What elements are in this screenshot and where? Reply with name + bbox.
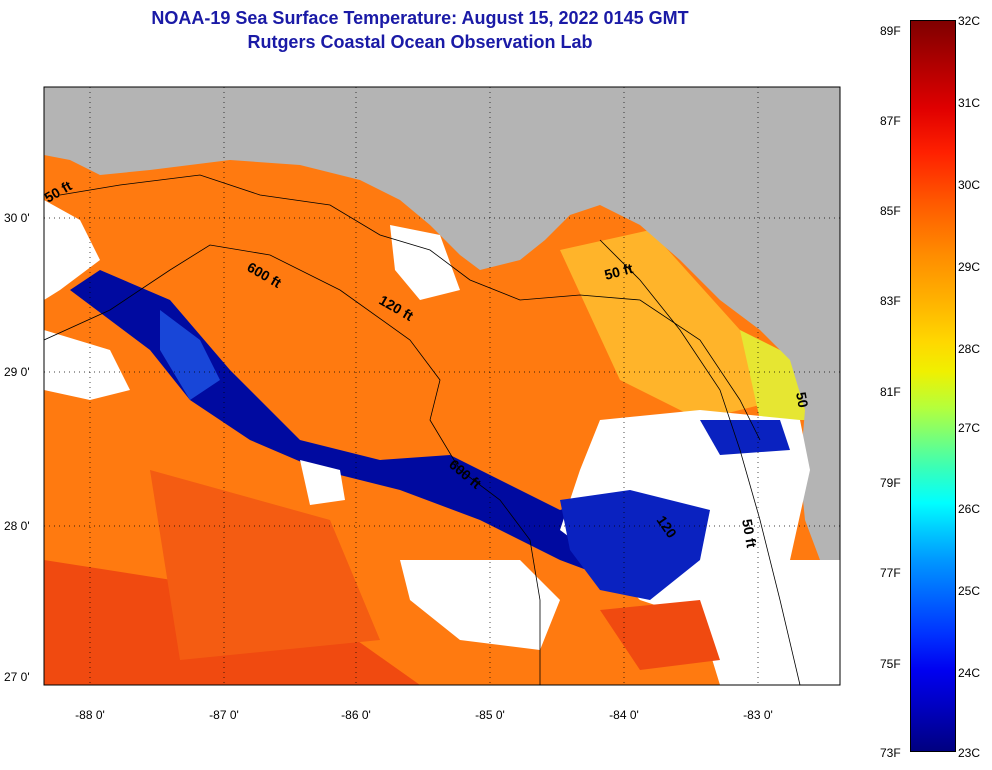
contour-label: 50 bbox=[793, 391, 811, 409]
cold-water-band bbox=[70, 270, 700, 590]
land-area bbox=[44, 87, 840, 560]
contour-50ft bbox=[599, 239, 801, 685]
cool-water-patch bbox=[560, 230, 780, 420]
longitude-label: -87 0' bbox=[209, 708, 239, 722]
cloud-mask bbox=[400, 560, 560, 650]
cloud-mask bbox=[44, 330, 130, 400]
map-title: NOAA-19 Sea Surface Temperature: August … bbox=[151, 8, 689, 28]
colorbar-fahrenheit-label: 75F bbox=[880, 657, 901, 671]
colorbar-fahrenheit-label: 89F bbox=[880, 24, 901, 38]
warm-water-patch bbox=[150, 470, 380, 660]
colorbar-celsius-label: 30C bbox=[958, 178, 981, 192]
contour-label: 50 ft bbox=[603, 260, 635, 283]
colorbar-celsius-label: 28C bbox=[958, 342, 981, 356]
nearshore-water bbox=[740, 330, 810, 420]
colorbar-fahrenheit-label: 73F bbox=[880, 746, 901, 760]
latitude-label: 29 0' bbox=[4, 365, 30, 379]
contour-120ft bbox=[59, 174, 761, 441]
colorbar-fahrenheit-label: 85F bbox=[880, 204, 901, 218]
colorbar-celsius-label: 29C bbox=[958, 260, 981, 274]
colorbar-celsius-label: 23C bbox=[958, 746, 981, 760]
colorbar-celsius-label: 32C bbox=[958, 14, 981, 28]
colorbar-celsius-label: 26C bbox=[958, 502, 981, 516]
colorbar-fahrenheit-label: 81F bbox=[880, 385, 901, 399]
colorbar-fahrenheit-label: 87F bbox=[880, 114, 901, 128]
colorbar-celsius-label: 25C bbox=[958, 584, 981, 598]
colorbar-fahrenheit-label: 83F bbox=[880, 294, 901, 308]
map-subtitle: Rutgers Coastal Ocean Observation Lab bbox=[247, 32, 593, 52]
latitude-label: 27 0' bbox=[4, 670, 30, 684]
colorbar-celsius-label: 24C bbox=[958, 666, 981, 680]
longitude-label: -88 0' bbox=[75, 708, 105, 722]
temperature-colorbar bbox=[910, 20, 956, 752]
longitude-label: -84 0' bbox=[609, 708, 639, 722]
contour-label: 50 ft bbox=[739, 518, 760, 549]
contour-600ft bbox=[44, 244, 541, 685]
longitude-label: -85 0' bbox=[475, 708, 505, 722]
colorbar-fahrenheit-label: 79F bbox=[880, 476, 901, 490]
cloud-mask bbox=[300, 460, 345, 505]
longitude-label: -83 0' bbox=[743, 708, 773, 722]
longitude-label: -86 0' bbox=[341, 708, 371, 722]
colorbar-celsius-label: 31C bbox=[958, 96, 981, 110]
cold-water-band bbox=[160, 310, 220, 400]
cloud-mask bbox=[390, 225, 460, 300]
colorbar-celsius-label: 27C bbox=[958, 421, 981, 435]
cold-water-patch bbox=[560, 490, 710, 600]
latitude-label: 28 0' bbox=[4, 519, 30, 533]
warm-water-patch bbox=[600, 600, 720, 670]
latitude-label: 30 0' bbox=[4, 211, 30, 225]
cloud-mask bbox=[44, 200, 100, 300]
colorbar-fahrenheit-label: 77F bbox=[880, 566, 901, 580]
map-frame bbox=[43, 86, 841, 686]
cold-water-patch bbox=[700, 420, 790, 455]
